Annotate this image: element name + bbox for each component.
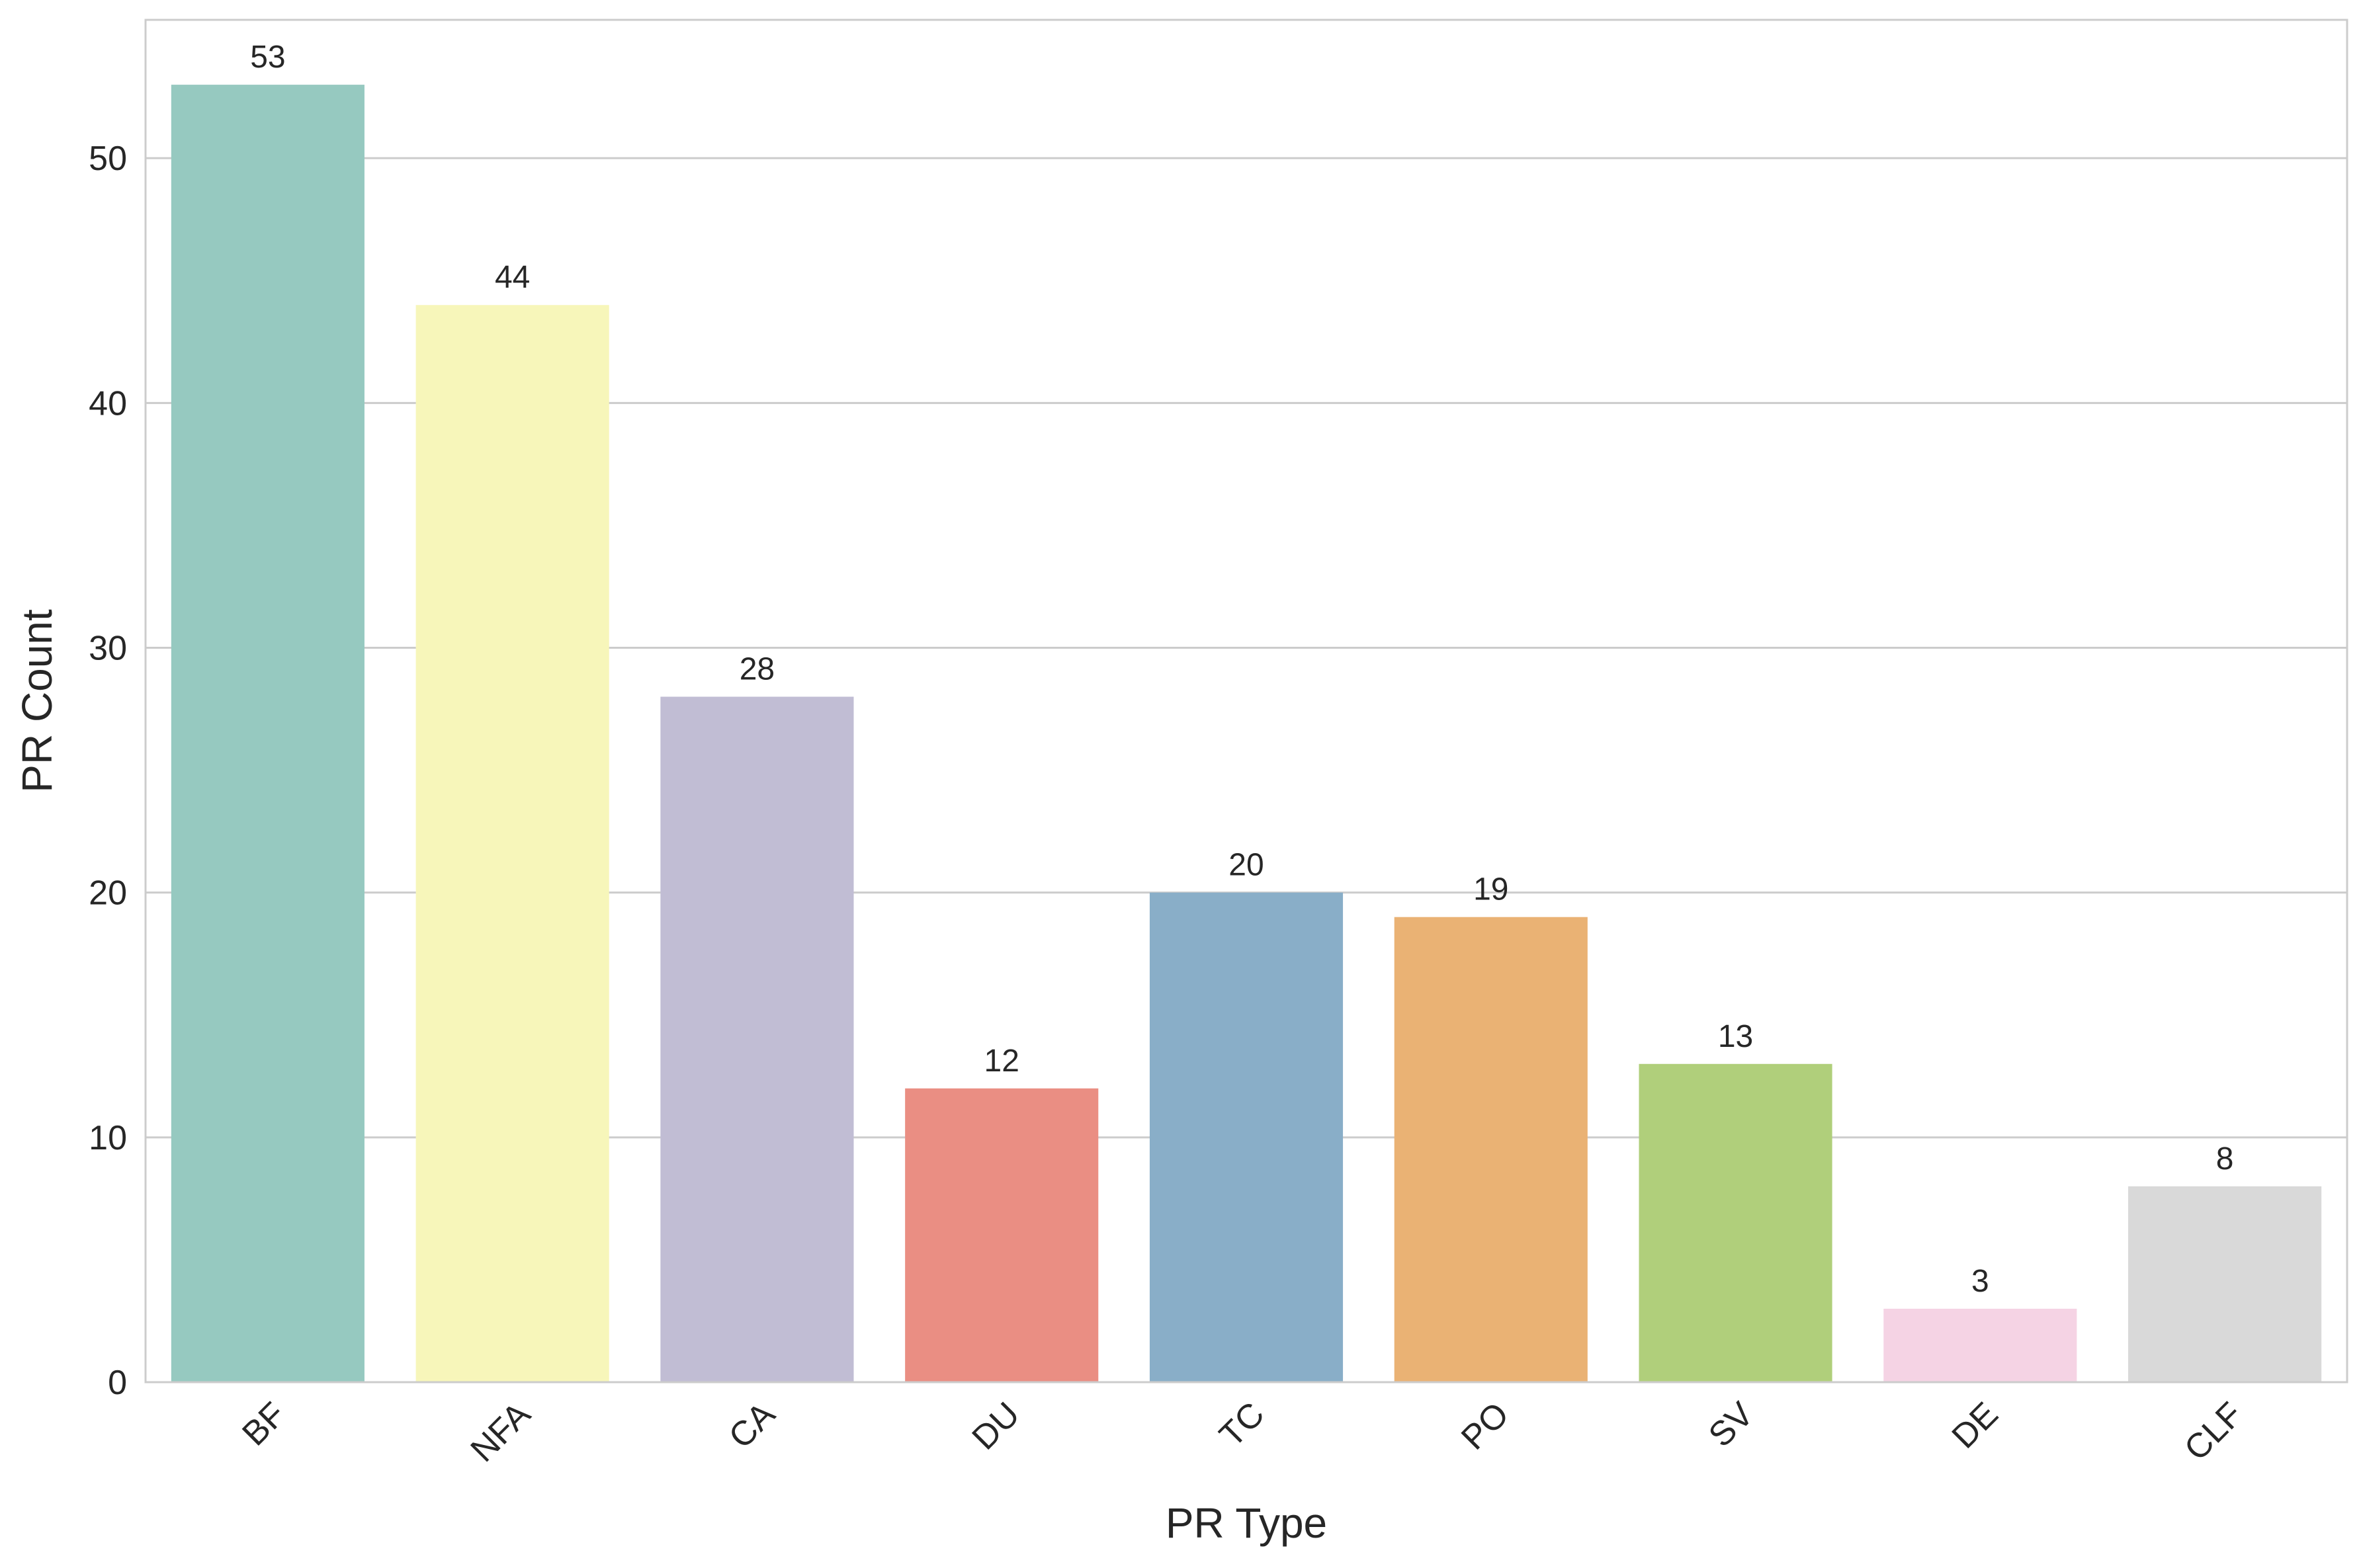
bar-sv: [1639, 1063, 1832, 1382]
x-tick-label-clf: CLF: [2177, 1395, 2250, 1467]
y-tick-label: 50: [89, 140, 127, 178]
bar-du: [905, 1088, 1099, 1382]
y-axis-title: PR Count: [13, 609, 61, 793]
bars: [171, 85, 2322, 1383]
data-label-sv: 13: [1718, 1019, 1753, 1054]
x-tick-label-sv: SV: [1701, 1395, 1761, 1454]
data-label-ca: 28: [740, 652, 775, 687]
plot-frame: [144, 19, 2348, 1383]
y-tick-labels: 0 10 20 30 40 50: [89, 140, 127, 1402]
bar-clf: [2128, 1186, 2322, 1382]
bar-bf: [171, 85, 365, 1383]
data-label-clf: 8: [2216, 1141, 2234, 1176]
y-tick-label: 20: [89, 874, 127, 913]
x-axis-title: PR Type: [1166, 1499, 1327, 1547]
x-tick-label-nfa: NFA: [464, 1395, 538, 1469]
bar-po: [1394, 917, 1588, 1382]
y-tick-label: 30: [89, 629, 127, 667]
x-tick-label-bf: BF: [235, 1395, 293, 1453]
bar-tc: [1149, 892, 1344, 1382]
x-tick-label-tc: TC: [1212, 1395, 1271, 1454]
bar-nfa: [415, 305, 609, 1382]
data-label-nfa: 44: [495, 260, 530, 295]
y-tick-label: 0: [108, 1364, 127, 1402]
data-label-de: 3: [1971, 1264, 1989, 1299]
y-tick-label: 40: [89, 384, 127, 423]
data-label-du: 12: [984, 1044, 1019, 1079]
data-labels: 53 44 28 12 20 19 13 3 8: [250, 40, 2233, 1299]
data-label-po: 19: [1473, 872, 1508, 907]
bar-de: [1883, 1308, 2077, 1382]
x-tick-label-ca: CA: [722, 1395, 783, 1456]
x-tick-label-du: DU: [965, 1395, 1027, 1457]
x-tick-labels: BF NFA CA DU TC PO SV DE CLF: [235, 1395, 2250, 1469]
x-tick-label-de: DE: [1945, 1395, 2006, 1456]
data-label-tc: 20: [1228, 848, 1264, 883]
data-label-bf: 53: [250, 40, 285, 75]
y-tick-label: 10: [89, 1119, 127, 1157]
bar-ca: [660, 696, 854, 1382]
x-tick-label-po: PO: [1454, 1395, 1516, 1457]
